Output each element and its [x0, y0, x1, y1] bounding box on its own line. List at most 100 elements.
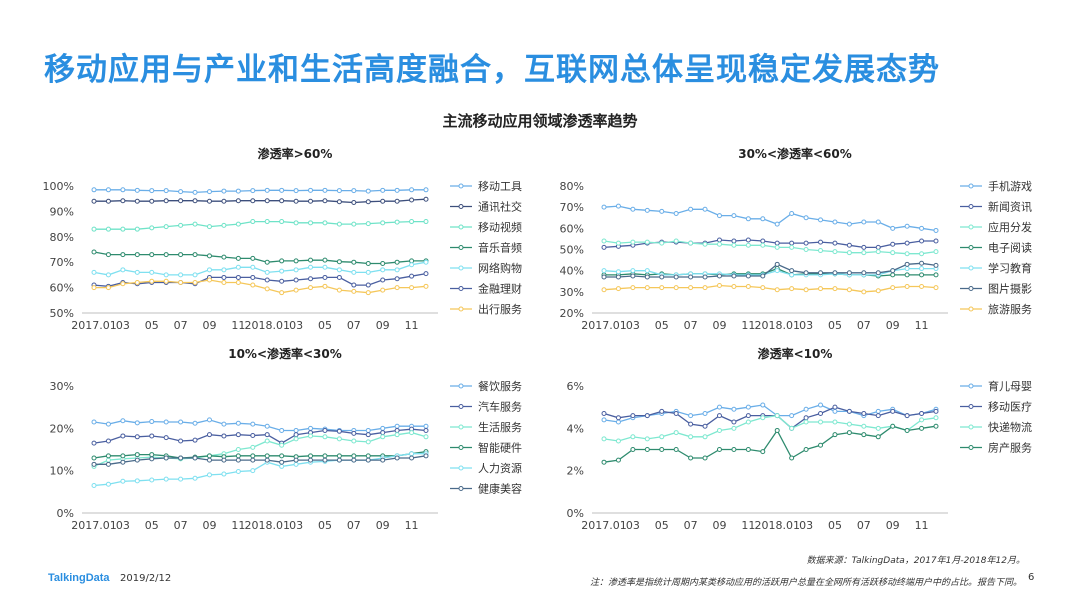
x-tick-label: 09 — [376, 319, 390, 332]
y-tick-label: 40% — [560, 265, 584, 278]
data-point — [832, 419, 838, 425]
data-point — [206, 224, 212, 230]
legend-item: 餐饮服务 — [450, 379, 522, 393]
data-point — [178, 272, 184, 278]
series-line — [603, 267, 936, 276]
data-point — [322, 457, 328, 463]
data-point — [803, 240, 809, 246]
data-point — [409, 273, 415, 279]
data-point — [760, 273, 766, 279]
x-tick-label: 03 — [799, 319, 813, 332]
data-point — [206, 472, 212, 478]
data-point — [206, 453, 212, 459]
data-point — [380, 277, 386, 283]
data-point — [818, 411, 824, 417]
data-point — [890, 423, 896, 429]
data-point — [308, 285, 314, 291]
data-point — [365, 282, 371, 288]
legend-item: 生活服务 — [450, 420, 522, 434]
data-point — [322, 198, 328, 204]
data-point — [365, 260, 371, 266]
data-point — [731, 406, 737, 412]
brand-logo: TalkingData — [48, 572, 110, 584]
data-point — [293, 432, 299, 438]
data-point — [264, 277, 270, 283]
data-point — [861, 270, 867, 276]
legend-label: 学习教育 — [988, 261, 1032, 275]
data-point — [293, 461, 299, 467]
data-point — [760, 285, 766, 291]
data-point — [380, 220, 386, 226]
data-point — [178, 189, 184, 195]
footnote: 注：渗透率是指统计周期内某类移动应用的活跃用户总量在全网所有活跃移动终端用户中的… — [589, 578, 1022, 588]
x-tick-label: 09 — [712, 319, 726, 332]
data-point — [673, 447, 679, 452]
series-line — [94, 198, 427, 204]
data-point — [875, 425, 881, 431]
data-point — [264, 423, 270, 429]
data-point — [235, 188, 241, 194]
data-point — [308, 453, 314, 459]
data-point — [336, 274, 342, 280]
series-图片摄影 — [601, 260, 939, 280]
y-tick-label: 2% — [567, 465, 584, 478]
data-point — [615, 269, 621, 275]
data-point — [120, 226, 126, 232]
data-point — [192, 455, 198, 461]
x-tick-label: 11 — [405, 319, 419, 332]
data-point — [630, 447, 636, 452]
data-point — [134, 280, 140, 286]
data-point — [731, 425, 737, 431]
data-point — [250, 421, 256, 427]
legend-item: 学习教育 — [960, 261, 1032, 275]
legend-label: 网络购物 — [478, 261, 522, 275]
x-tick-label: 07 — [857, 319, 871, 332]
data-point — [745, 413, 751, 419]
data-point — [235, 274, 241, 280]
data-point — [308, 257, 314, 263]
data-point — [760, 242, 766, 248]
data-point — [149, 433, 155, 439]
data-point — [861, 244, 867, 250]
series-line — [93, 419, 426, 432]
data-point — [702, 285, 708, 291]
data-point — [351, 453, 357, 459]
data-point — [409, 451, 415, 457]
legend-item: 网络购物 — [450, 261, 522, 275]
legend-label: 智能硬件 — [478, 441, 522, 455]
data-point — [615, 203, 621, 209]
x-tick-label: 2018.01 — [244, 519, 290, 532]
data-point — [365, 199, 371, 205]
legend-label: 移动医疗 — [988, 400, 1032, 414]
data-point — [409, 197, 415, 203]
data-point — [235, 264, 241, 270]
data-point — [293, 287, 299, 293]
series-网络购物 — [91, 259, 429, 278]
data-point — [264, 286, 270, 292]
legend-item: 育儿母婴 — [960, 379, 1032, 393]
data-point — [846, 430, 852, 436]
data-point — [933, 262, 939, 268]
data-point — [163, 419, 169, 425]
data-point — [365, 221, 371, 227]
legend-item: 移动视频 — [450, 220, 522, 234]
data-point — [688, 206, 694, 212]
x-tick-label: 07 — [684, 319, 698, 332]
data-point — [702, 411, 708, 417]
data-point — [336, 287, 342, 293]
data-point — [380, 198, 386, 204]
data-point — [365, 432, 371, 438]
data-point — [716, 241, 722, 247]
data-point — [394, 276, 400, 282]
y-tick-label: 0% — [567, 507, 584, 520]
data-point — [789, 413, 795, 419]
data-point — [163, 252, 169, 258]
x-tick-label: 07 — [347, 519, 361, 532]
data-point — [380, 187, 386, 193]
legend-item: 金融理财 — [450, 282, 522, 296]
chart-svg: 50%60%70%80%90%100%2017.01 03 05 07 09 11 2018… — [43, 180, 522, 332]
data-point — [322, 283, 328, 289]
data-point — [91, 461, 97, 467]
data-point — [149, 188, 155, 194]
legend-marker — [968, 286, 974, 291]
